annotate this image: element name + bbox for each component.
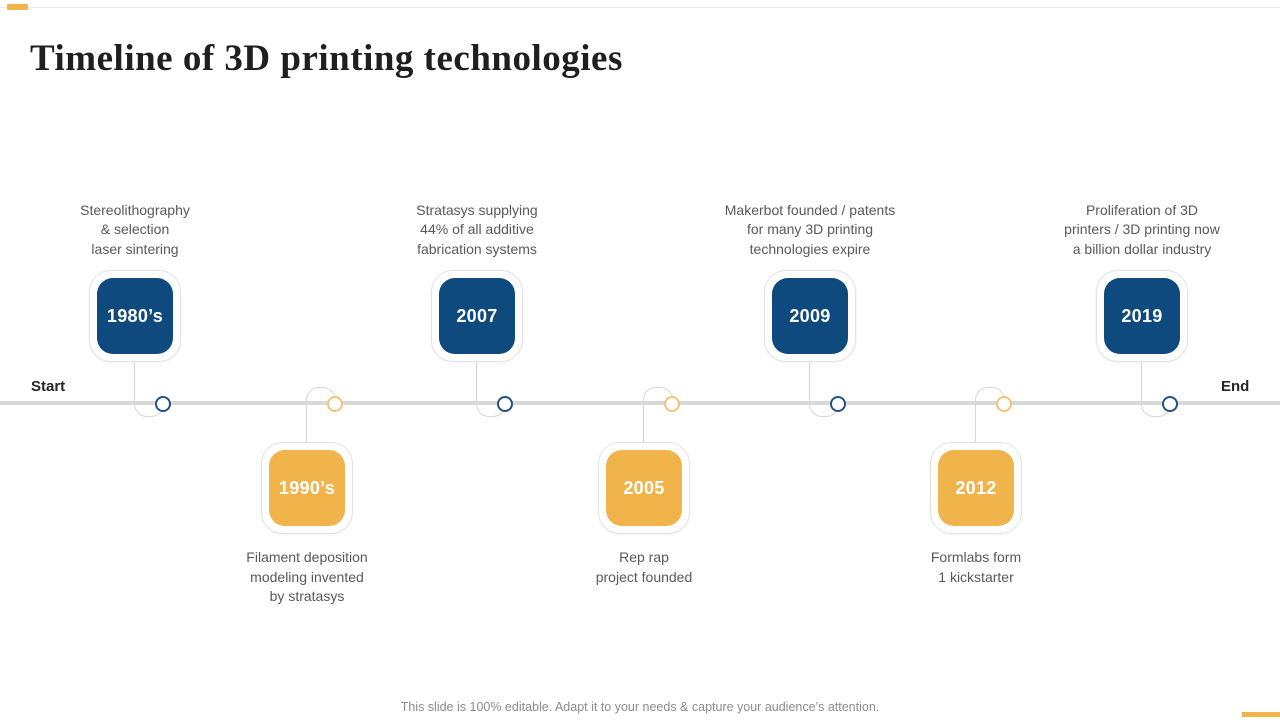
top-left-accent-bar — [7, 4, 28, 10]
year-badge: 2012 — [938, 450, 1014, 526]
connector-hook — [306, 387, 336, 404]
connector-stem — [306, 403, 307, 442]
timeline-node-1980s: Stereolithography & selection laser sint… — [15, 195, 255, 435]
connector-stem — [975, 403, 976, 442]
timeline-marker-dot — [497, 396, 513, 412]
event-description: Proliferation of 3D printers / 3D printi… — [1064, 201, 1220, 257]
timeline-node-2005: Rep rap project founded 2005 — [524, 380, 764, 620]
connector-stem — [476, 362, 477, 403]
bottom-right-accent-bar — [1242, 712, 1280, 717]
year-badge-outline: 2012 — [930, 442, 1022, 534]
timeline-node-2012: Formlabs form 1 kickstarter 2012 — [856, 380, 1096, 620]
year-badge-outline: 2009 — [764, 270, 856, 362]
timeline-marker-dot — [830, 396, 846, 412]
year-badge-outline: 1980’s — [89, 270, 181, 362]
page-title: Timeline of 3D printing technologies — [30, 37, 623, 79]
year-badge: 2005 — [606, 450, 682, 526]
timeline-marker-dot — [996, 396, 1012, 412]
timeline-node-2007: Stratasys supplying 44% of all additive … — [357, 195, 597, 435]
year-badge: 1990’s — [269, 450, 345, 526]
connector-stem — [643, 403, 644, 442]
timeline-marker-dot — [327, 396, 343, 412]
event-description: Makerbot founded / patents for many 3D p… — [724, 201, 896, 257]
year-badge: 1980’s — [97, 278, 173, 354]
timeline-marker-dot — [155, 396, 171, 412]
connector-hook — [643, 387, 673, 404]
timeline-marker-dot — [1162, 396, 1178, 412]
timeline-marker-dot — [664, 396, 680, 412]
event-description: Stratasys supplying 44% of all additive … — [416, 201, 538, 257]
year-badge: 2019 — [1104, 278, 1180, 354]
timeline-node-1990s: Filament deposition modeling invented by… — [187, 380, 427, 620]
event-description: Formlabs form 1 kickstarter — [930, 549, 1022, 585]
connector-stem — [1141, 362, 1142, 403]
year-badge: 2009 — [772, 278, 848, 354]
connector-stem — [809, 362, 810, 403]
event-description: Rep rap project founded — [595, 549, 693, 585]
event-description: Filament deposition modeling invented by… — [246, 549, 368, 604]
timeline-node-2009: Makerbot founded / patents for many 3D p… — [690, 195, 930, 435]
connector-stem — [134, 362, 135, 403]
connector-hook — [975, 387, 1005, 404]
top-divider-line — [0, 7, 1280, 8]
event-description: Stereolithography & selection laser sint… — [80, 201, 190, 257]
year-badge-outline: 2005 — [598, 442, 690, 534]
year-badge: 2007 — [439, 278, 515, 354]
timeline-end-label: End — [1221, 378, 1250, 395]
timeline-node-2019: Proliferation of 3D printers / 3D printi… — [1022, 195, 1262, 435]
editable-note: This slide is 100% editable. Adapt it to… — [400, 700, 880, 714]
year-badge-outline: 2007 — [431, 270, 523, 362]
year-badge-outline: 1990’s — [261, 442, 353, 534]
timeline-start-label: Start — [31, 378, 66, 395]
timeline-axis — [0, 401, 1280, 405]
year-badge-outline: 2019 — [1096, 270, 1188, 362]
